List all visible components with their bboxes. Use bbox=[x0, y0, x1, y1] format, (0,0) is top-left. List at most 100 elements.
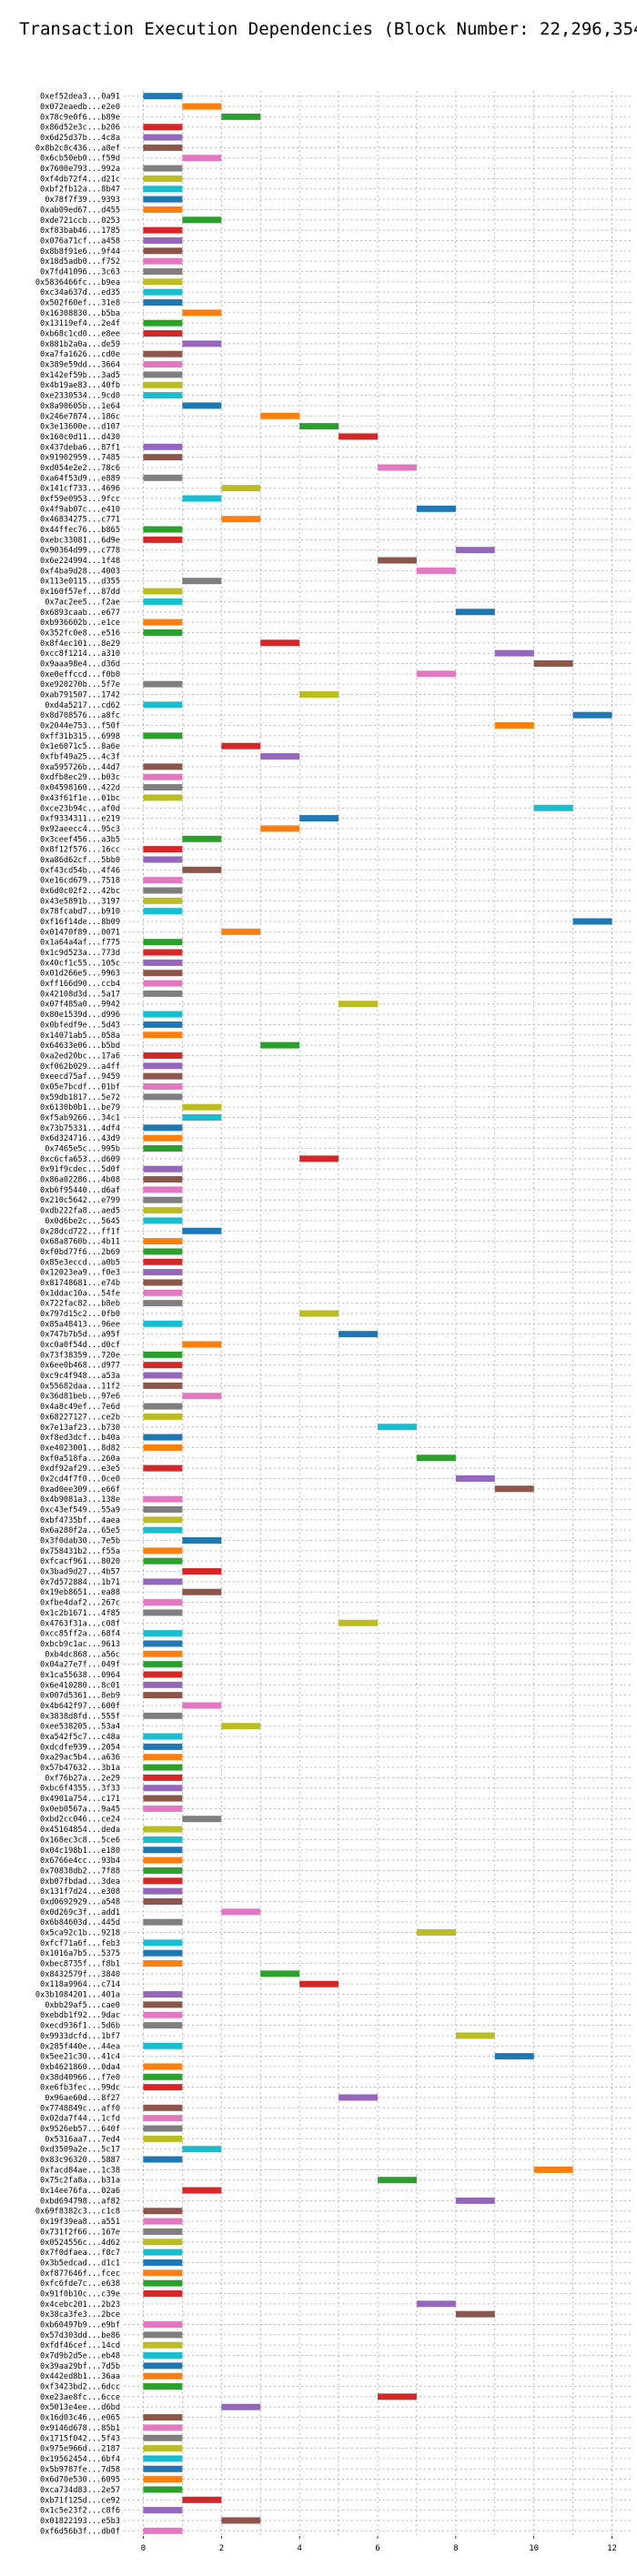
transaction-bar bbox=[143, 1547, 183, 1555]
transaction-label: 0x141cf733...4696 bbox=[40, 485, 120, 494]
transaction-label: 0xdf92af29...e3e5 bbox=[40, 1464, 120, 1474]
transaction-label: 0xd3509a2e...5c17 bbox=[40, 2146, 120, 2155]
transaction-label: 0xf0a518fa...260a bbox=[40, 1454, 120, 1464]
transaction-label: 0x7748849c...aff0 bbox=[40, 2104, 120, 2113]
transaction-bar bbox=[143, 1754, 183, 1761]
transaction-bar bbox=[143, 1186, 183, 1193]
transaction-label: 0xeecd75af...9459 bbox=[40, 1072, 120, 1082]
x-tick-label: 4 bbox=[297, 2544, 301, 2553]
transaction-bar bbox=[143, 226, 183, 234]
transaction-label: 0xde721ccb...0253 bbox=[40, 216, 120, 226]
transaction-bar bbox=[143, 454, 183, 461]
transaction-label: 0xbd2cc046...ce24 bbox=[40, 1816, 120, 1825]
transaction-label: 0x5ca92c1b...9218 bbox=[40, 1929, 120, 1938]
transaction-label: 0x64633e06...b5bd bbox=[40, 1041, 120, 1051]
transaction-bar bbox=[143, 2218, 183, 2225]
transaction-label: 0x731f2f66...167e bbox=[40, 2228, 120, 2237]
transaction-label: 0x04c198b1...e180 bbox=[40, 1846, 120, 1856]
transaction-bar bbox=[143, 1764, 183, 1771]
transaction-bar bbox=[143, 1372, 183, 1379]
transaction-label: 0x01470f89...0071 bbox=[40, 928, 120, 937]
transaction-bar bbox=[143, 1351, 183, 1358]
transaction-bar bbox=[260, 639, 300, 647]
transaction-label: 0x7600e793...992a bbox=[40, 165, 120, 174]
transaction-label: 0x4f9ab07c...e410 bbox=[40, 505, 120, 514]
transaction-label: 0xdcdfe939...2054 bbox=[40, 1743, 120, 1752]
transaction-bar bbox=[455, 2197, 495, 2204]
transaction-label: 0x6d0c02f2...42bc bbox=[40, 887, 120, 896]
transaction-label: 0x747b7b5d...a95f bbox=[40, 1331, 120, 1340]
transaction-label: 0x80e1539d...d996 bbox=[40, 1011, 120, 1020]
transaction-bar bbox=[143, 908, 183, 915]
transaction-label: 0xbb29af5...cae0 bbox=[45, 2001, 120, 2010]
transaction-bar bbox=[182, 1702, 222, 1709]
transaction-bar bbox=[299, 1155, 339, 1162]
transaction-label: 0xc9c4f948...a53a bbox=[40, 1372, 120, 1381]
transaction-bar bbox=[143, 1785, 183, 1792]
transaction-bar bbox=[416, 1454, 456, 1462]
transaction-bar bbox=[416, 505, 456, 512]
transaction-bar bbox=[143, 1279, 183, 1286]
transaction-label: 0x04a27e7f...049f bbox=[40, 1661, 120, 1670]
transaction-label: 0xad0ee309...e66f bbox=[40, 1485, 120, 1494]
transaction-label: 0x285f440e...44ea bbox=[40, 2042, 120, 2051]
transaction-bar bbox=[143, 1774, 183, 1781]
transaction-bar bbox=[143, 1217, 183, 1224]
transaction-label: 0x6cb50eb0...f59d bbox=[40, 155, 120, 164]
transaction-bar bbox=[182, 309, 222, 317]
transaction-label: 0x43f61f1e...01bc bbox=[40, 794, 120, 803]
transaction-label: 0x83c96320...5887 bbox=[40, 2156, 120, 2165]
transaction-bar bbox=[143, 93, 183, 100]
transaction-bar bbox=[143, 2022, 183, 2029]
transaction-label: 0xecd936f1...5d6b bbox=[40, 2022, 120, 2031]
transaction-label: 0x19562454...6bf4 bbox=[40, 2455, 120, 2464]
transaction-label: 0x8432579f...3840 bbox=[40, 1970, 120, 1979]
transaction-bar bbox=[143, 1671, 183, 1678]
transaction-bar bbox=[143, 2445, 183, 2452]
transaction-label: 0x73b75331...4df4 bbox=[40, 1124, 120, 1133]
transaction-label: 0xf76b27a...2e29 bbox=[45, 1774, 120, 1783]
transaction-bar bbox=[143, 1021, 183, 1028]
transaction-bar bbox=[143, 247, 183, 255]
transaction-label: 0x072eaedb...e2e0 bbox=[40, 103, 120, 112]
transaction-label: 0x131f7d24...e308 bbox=[40, 1887, 120, 1897]
transaction-bar bbox=[143, 2434, 183, 2441]
transaction-label: 0x1016a7b5...5375 bbox=[40, 1949, 120, 1958]
transaction-label: 0x4763f31a...c08f bbox=[40, 1619, 120, 1628]
transaction-bar bbox=[143, 186, 183, 193]
transaction-label: 0x38ca3fe3...2bce bbox=[40, 2310, 120, 2319]
transaction-label: 0xa29ac5b4...a636 bbox=[40, 1754, 120, 1763]
transaction-bar bbox=[143, 1134, 183, 1142]
transaction-bar bbox=[143, 1991, 183, 1998]
transaction-bar bbox=[494, 1485, 534, 1493]
transaction-label: 0x01822193...e5b3 bbox=[40, 2517, 120, 2526]
transaction-bar bbox=[143, 1165, 183, 1172]
transaction-bar bbox=[339, 433, 378, 440]
transaction-label: 0xe6fb3fec...99dc bbox=[40, 2084, 120, 2093]
transaction-bar bbox=[221, 516, 261, 523]
transaction-bar bbox=[182, 1537, 222, 1545]
transaction-label: 0x9146d678...85b1 bbox=[40, 2424, 120, 2433]
transaction-bar bbox=[143, 392, 183, 399]
transaction-bar bbox=[143, 175, 183, 182]
transaction-label: 0x4b9081a3...138e bbox=[40, 1495, 120, 1504]
transaction-label: 0x18d5adb0...f752 bbox=[40, 257, 120, 267]
transaction-bar bbox=[143, 2362, 183, 2370]
transaction-bar bbox=[182, 1568, 222, 1575]
transaction-label: 0xfcf71a6f...feb3 bbox=[40, 1939, 120, 1948]
transaction-bar bbox=[143, 1320, 183, 1327]
transaction-label: 0xf59e0953...9fcc bbox=[40, 495, 120, 504]
transaction-bar bbox=[143, 1238, 183, 1245]
transaction-label: 0x78c9e0f6...b89e bbox=[40, 113, 120, 122]
transaction-bar bbox=[182, 835, 222, 842]
transaction-bar bbox=[143, 536, 183, 543]
transaction-label: 0x8b8f91e6...9f44 bbox=[40, 247, 120, 257]
transaction-label: 0x45164854...deda bbox=[40, 1826, 120, 1835]
transaction-label: 0x14ee76fa...02a6 bbox=[40, 2187, 120, 2196]
transaction-label: 0xcc8f1214...a310 bbox=[40, 649, 120, 659]
transaction-label: 0xc43ef549...55a9 bbox=[40, 1505, 120, 1514]
transaction-bar bbox=[143, 1269, 183, 1276]
transaction-label: 0x3838d8fd...555f bbox=[40, 1712, 120, 1721]
transaction-label: 0xb4621860...0da4 bbox=[40, 2063, 120, 2072]
y-axis-labels: 0xef52dea3...0a910x072eaedb...e2e00x78c9… bbox=[35, 93, 120, 2537]
